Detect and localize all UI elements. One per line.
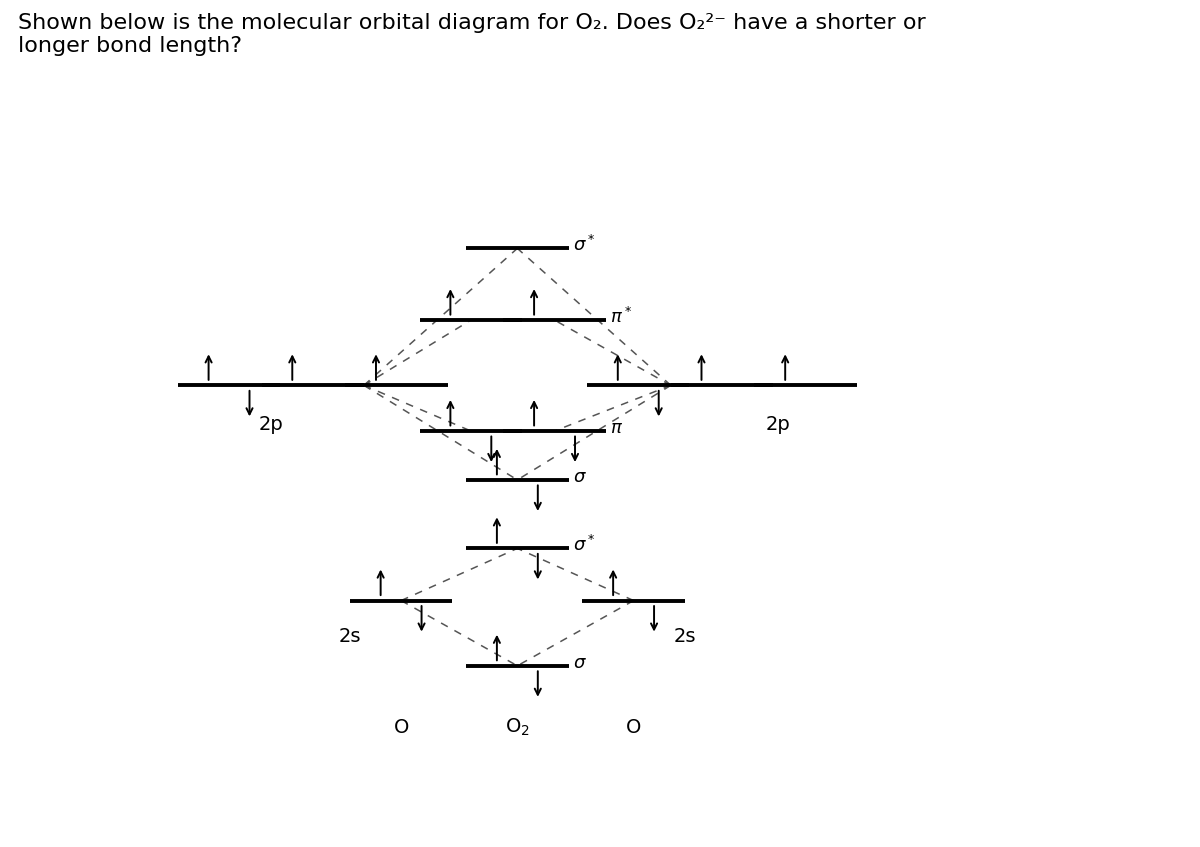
Text: Shown below is the molecular orbital diagram for O₂. Does O₂²⁻ have a shorter or: Shown below is the molecular orbital dia… bbox=[18, 13, 925, 56]
Text: 2p: 2p bbox=[258, 415, 283, 434]
Text: O: O bbox=[626, 718, 641, 737]
Text: $\pi$: $\pi$ bbox=[611, 418, 624, 437]
Text: 2s: 2s bbox=[673, 627, 696, 646]
Text: 2s: 2s bbox=[338, 627, 361, 646]
Text: O$_2$: O$_2$ bbox=[505, 717, 529, 739]
Text: 2p: 2p bbox=[766, 415, 790, 434]
Text: O: O bbox=[394, 718, 409, 737]
Text: $\sigma^*$: $\sigma^*$ bbox=[574, 535, 595, 555]
Text: $\sigma^*$: $\sigma^*$ bbox=[574, 235, 595, 255]
Text: $\sigma$: $\sigma$ bbox=[574, 654, 587, 672]
Text: $\pi^*$: $\pi^*$ bbox=[611, 307, 632, 327]
Text: $\sigma$: $\sigma$ bbox=[574, 468, 587, 485]
